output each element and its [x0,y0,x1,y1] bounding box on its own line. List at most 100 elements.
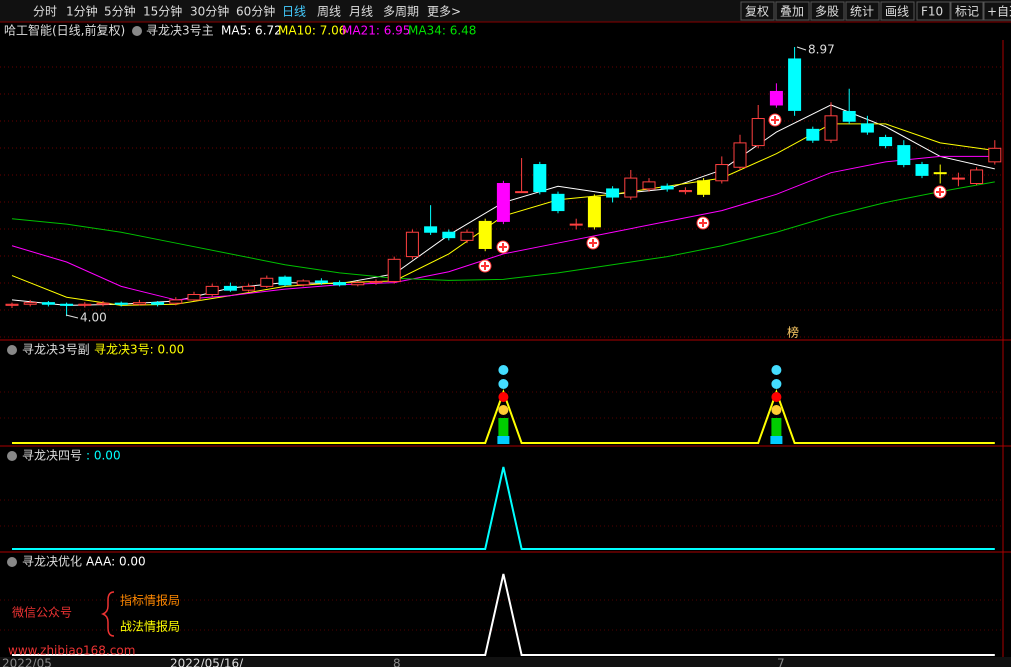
candle-body [515,191,529,194]
candle-body [278,276,292,286]
watermark-line: 指标情报局 [120,593,180,608]
candle-body [806,128,820,141]
timeline-label: 2022/05 [2,657,52,667]
candle-body [606,188,620,198]
buy-signal-cross [699,219,707,227]
candle-body [23,302,37,305]
candle-body [96,302,110,305]
signal-block [770,436,783,444]
candle-body [970,169,984,185]
toolbar-button-label[interactable]: F10 [921,5,943,19]
toolbar-tab[interactable]: 1分钟 [66,4,98,19]
toolbar-tab[interactable]: 15分钟 [143,4,182,19]
buy-signal-cross [481,262,489,270]
candle-body [351,282,365,286]
toolbar-button[interactable] [775,1,810,21]
watermark-line: 战法情报局 [120,619,180,634]
signal-coin [498,405,509,415]
candle-body [715,164,729,182]
buy-signal-cross [936,188,944,196]
candle-body [387,258,401,283]
toolbar-tab[interactable]: 日线 [282,5,306,19]
indicator-line [12,573,995,656]
toolbar-tab[interactable]: 月线 [349,5,373,19]
panel-toggle[interactable] [7,451,17,461]
candle-body [951,177,965,180]
candle-body [533,164,547,193]
candle-body [551,193,565,212]
toolbar-button[interactable] [845,1,880,21]
candle-body [442,231,456,239]
toolbar-tab[interactable]: 周线 [317,5,341,19]
toolbar-button[interactable] [880,1,915,21]
toolbar-button[interactable] [740,1,775,21]
panel-toggle[interactable] [7,345,17,355]
toolbar-tab[interactable]: 分时 [33,5,57,19]
toolbar-tab[interactable]: 5分钟 [104,4,136,19]
candle-body [60,303,74,306]
ma-value: MA34: 6.48 [408,24,476,38]
high-label: 8.97 [808,43,835,57]
toolbar-button[interactable] [982,1,1011,21]
candle-body [78,303,92,306]
candle-body [678,190,692,193]
signal-fish [771,379,782,389]
low-pointer [65,314,79,319]
panel-toggle[interactable] [7,557,17,567]
toolbar [0,0,1011,22]
candle-body [988,147,1002,163]
watermark-label: 微信公众号 [12,606,72,620]
signal-dot [498,392,509,402]
panel-value: : 0.00 [86,449,121,463]
candle-body [405,231,419,258]
timeline-label: 2022/05/16/ [170,657,244,667]
panel-title: 寻龙决优化 [22,555,82,569]
candle-body [242,285,256,291]
candle-body [223,285,237,291]
toolbar-button-label[interactable]: 多股 [815,5,839,19]
panel-title: 寻龙决四号 [22,449,82,463]
ma-line [11,155,995,301]
badge: 榜 [787,325,799,340]
toolbar-tab[interactable]: 30分钟 [190,4,229,19]
candle-body [132,302,146,305]
signal-fish [498,365,509,375]
buy-signal-cross [499,243,507,251]
candle-body [333,282,347,286]
indicator-toggle[interactable] [132,26,142,36]
signal-block [498,418,509,436]
toolbar-button-label[interactable]: 统计 [850,5,874,19]
buy-signal-cross [771,116,779,124]
toolbar-button[interactable] [916,1,951,21]
toolbar-button-label[interactable]: 叠加 [780,5,804,19]
candle-body [660,185,674,190]
ma-value: MA10: 7.06 [278,24,346,38]
ma-value: MA5: 6.72 [221,24,282,38]
ma-line [11,181,995,281]
candle-body [478,220,492,249]
candle-body [587,196,601,228]
toolbar-tab[interactable]: 60分钟 [236,4,275,19]
timeline-label: 8 [393,657,401,667]
toolbar-button-label[interactable]: +自选 [987,5,1011,19]
toolbar-tab[interactable]: 更多> [427,5,461,19]
candle-body [260,277,274,287]
toolbar-button[interactable] [810,1,845,21]
toolbar-button-label[interactable]: 复权 [745,5,769,19]
panel-title: 寻龙决3号副 [22,343,90,357]
candle-body [460,231,474,241]
toolbar-button-label[interactable]: 标记 [955,5,979,19]
toolbar-tab[interactable]: 多周期 [383,5,419,19]
candle-body [788,58,802,111]
candle-body [569,223,583,226]
toolbar-button[interactable] [950,1,985,21]
candle-body [624,177,638,198]
high-pointer [796,46,807,51]
toolbar-button-label[interactable]: 画线 [885,5,909,19]
candle-body [496,183,510,222]
indicator-line [12,466,995,550]
candle-body [169,299,183,304]
candle-body [769,90,783,106]
